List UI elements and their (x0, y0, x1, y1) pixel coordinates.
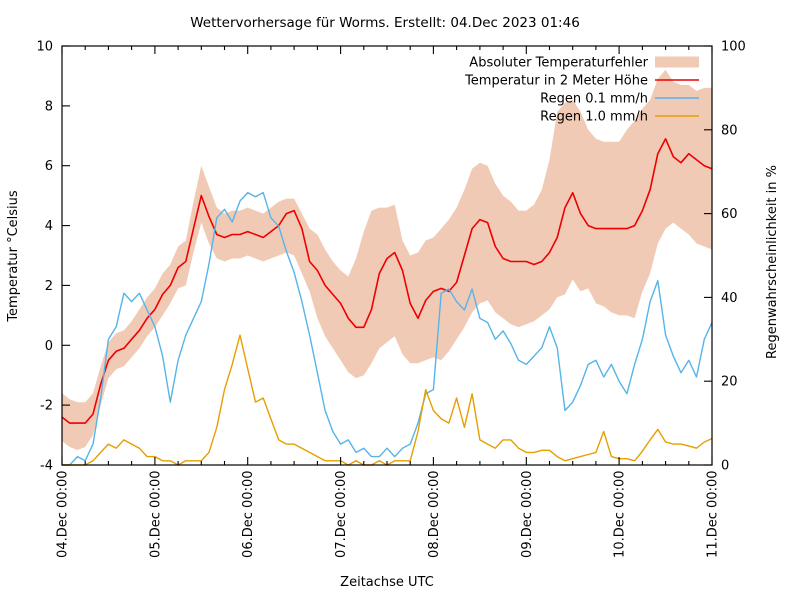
legend-entry-absoluter-temperaturfehler: Absoluter Temperaturfehler (469, 56, 699, 71)
y-left-tick-label: 10 (36, 40, 53, 55)
y-left-tick-label: 6 (45, 159, 53, 174)
y-left-tick-label: 4 (45, 219, 53, 234)
y-left-tick-label: 8 (45, 99, 53, 114)
y-right-tick-label: 80 (721, 123, 738, 138)
series-regen-0-1-mm-h (62, 191, 713, 466)
x-tick-label: 04.Dec 00:00 (56, 471, 71, 558)
x-tick-label: 07.Dec 00:00 (334, 471, 349, 558)
y-right-tick-label: 20 (721, 375, 738, 390)
axes: 04.Dec 00:00 05.Dec 00:00 06.Dec 00:00 07.D… (36, 40, 745, 558)
x-tick-label: 08.Dec 00:00 (427, 471, 442, 558)
y-left-tick-label: 0 (45, 339, 53, 354)
y-left-tick-label: -2 (40, 399, 53, 414)
legend-swatch-band (655, 56, 699, 68)
plot-series (61, 69, 713, 466)
legend: Absoluter Temperaturfehler Temperatur in … (464, 56, 699, 125)
y-axis-label-left: Temperatur °Celsius (6, 190, 21, 323)
x-tick-label: 11.Dec 00:00 (706, 471, 721, 558)
legend-entry-temperatur-in-2-meter-h-he: Temperatur in 2 Meter Höhe (464, 74, 699, 89)
y-right-tick-label: 60 (721, 207, 738, 222)
y-right-tick-label: 0 (721, 459, 729, 474)
y-right-tick-label: 100 (721, 40, 746, 55)
legend-entry-regen-0-1-mm-h: Regen 0.1 mm/h (540, 92, 699, 107)
series-regen-1-0-mm-h (62, 334, 713, 466)
series-temperatur-in-2-meter-h-he (61, 138, 713, 424)
legend-label: Absoluter Temperaturfehler (469, 56, 648, 71)
x-tick-label: 06.Dec 00:00 (241, 471, 256, 558)
legend-label: Regen 0.1 mm/h (540, 92, 648, 107)
legend-entry-regen-1-0-mm-h: Regen 1.0 mm/h (540, 110, 699, 125)
y-right-tick-label: 40 (721, 291, 738, 306)
x-tick-label: 10.Dec 00:00 (613, 471, 628, 558)
x-tick-label: 09.Dec 00:00 (520, 471, 535, 558)
legend-label: Regen 1.0 mm/h (540, 110, 648, 125)
y-left-tick-label: -4 (40, 459, 53, 474)
x-axis-label: Zeitachse UTC (340, 575, 434, 590)
y-left-tick-label: 2 (45, 279, 53, 294)
legend-label: Temperatur in 2 Meter Höhe (464, 74, 648, 89)
chart-title: Wettervorhersage für Worms. Erstellt: 04… (190, 15, 580, 31)
y-axis-label-right: Regenwahrscheinlichkeit in % (765, 165, 780, 359)
x-tick-label: 05.Dec 00:00 (148, 471, 163, 558)
